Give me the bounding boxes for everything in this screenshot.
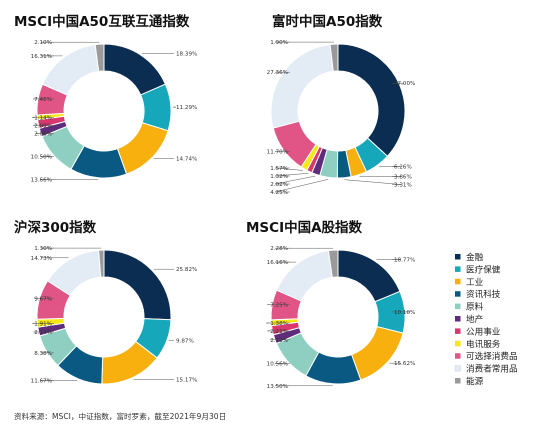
chart-panel-msci-a50-connect: MSCI中国A50互联互通指数 18.39% 11.29% 14.74% 2.10% 1… bbox=[14, 13, 197, 184]
legend-label: 消费者常用品 bbox=[466, 363, 518, 375]
donut-slice-0 bbox=[337, 249, 401, 303]
legend-label: 医疗保健 bbox=[466, 263, 501, 275]
donut-slice-2 bbox=[116, 122, 169, 175]
donut-slice-10 bbox=[327, 249, 339, 278]
chart-title: 沪深300指数 bbox=[14, 219, 97, 236]
legend-label: 原料 bbox=[466, 301, 484, 313]
chart-title: MSCI中国A股指数 bbox=[246, 219, 363, 236]
data-label: 2.21% bbox=[270, 329, 288, 335]
data-label: 18.39% bbox=[176, 51, 197, 57]
donut-slice-9 bbox=[41, 44, 100, 96]
legend-swatch bbox=[455, 378, 461, 384]
leader-line bbox=[274, 167, 303, 171]
data-label: 14.74% bbox=[176, 157, 197, 163]
data-label: 13.66% bbox=[31, 178, 52, 184]
leader-line bbox=[344, 179, 402, 185]
data-label: 10.50% bbox=[31, 155, 52, 161]
data-label: 15.17% bbox=[176, 377, 197, 383]
data-label: 8.38% bbox=[34, 351, 52, 357]
data-label: 4.25% bbox=[270, 190, 288, 196]
legend-swatch bbox=[455, 340, 461, 347]
data-label: 9.67% bbox=[34, 297, 52, 303]
donut-slice-9 bbox=[270, 43, 334, 129]
legend-swatch bbox=[455, 266, 461, 272]
donut-chart bbox=[36, 43, 172, 179]
data-label: 7.46% bbox=[34, 97, 52, 103]
data-label: 14.73% bbox=[31, 256, 52, 262]
leader-line bbox=[274, 175, 316, 185]
donut-chart bbox=[36, 249, 172, 385]
data-label: 18.77% bbox=[394, 258, 415, 264]
legend-swatch bbox=[455, 278, 461, 285]
data-label: 10.10% bbox=[394, 310, 415, 316]
donut-slice-9 bbox=[98, 249, 105, 278]
legend-label: 能源 bbox=[466, 375, 484, 387]
legend-label: 可选择消费品 bbox=[466, 350, 518, 362]
leader-line bbox=[274, 179, 329, 193]
donut-slice-10 bbox=[329, 43, 339, 72]
donut-slice-0 bbox=[103, 43, 167, 96]
data-label: 1.32% bbox=[270, 174, 288, 180]
legend-label: 公用事业 bbox=[466, 325, 501, 337]
data-label: 1.57% bbox=[270, 166, 288, 172]
donut-slice-9 bbox=[275, 250, 333, 302]
legend-label: 金融 bbox=[466, 251, 484, 263]
data-label: 15.62% bbox=[394, 361, 415, 367]
data-label: 6.26% bbox=[394, 165, 412, 171]
legend-label: 电讯服务 bbox=[466, 338, 501, 350]
data-label: 16.16% bbox=[267, 260, 288, 266]
legend-swatch bbox=[455, 353, 461, 359]
data-label: 7.25% bbox=[270, 302, 288, 308]
data-label: 1.14% bbox=[34, 116, 52, 122]
legend-swatch bbox=[455, 291, 461, 297]
legend-swatch bbox=[455, 254, 461, 260]
donut-chart bbox=[270, 249, 406, 385]
data-label: 3.31% bbox=[394, 183, 412, 189]
data-label: 1.30% bbox=[34, 246, 52, 252]
legend-swatch bbox=[455, 328, 461, 334]
data-label: 25.82% bbox=[176, 267, 197, 273]
data-label: 2.14% bbox=[34, 330, 52, 336]
chart-panel-ftse-a50: 富时中国A50指数 37.00% 6.26% 3.86% 3.31% 1.90% 27.3… bbox=[267, 13, 416, 196]
data-label: 16.31% bbox=[31, 54, 52, 60]
leader-line bbox=[274, 173, 309, 177]
legend-label: 资讯科技 bbox=[466, 288, 501, 300]
leader-line bbox=[33, 124, 54, 126]
data-label: 11.29% bbox=[176, 105, 197, 111]
data-label: 2.28% bbox=[270, 246, 288, 252]
data-label: 2.09% bbox=[34, 124, 52, 130]
data-label: 1.90% bbox=[270, 40, 288, 46]
data-label: 2.02% bbox=[270, 182, 288, 188]
data-label: 2.19% bbox=[270, 338, 288, 344]
legend-label: 工业 bbox=[466, 277, 484, 288]
chart-title: 富时中国A50指数 bbox=[272, 13, 383, 30]
data-label: 27.36% bbox=[267, 70, 288, 76]
data-label: 3.86% bbox=[394, 175, 412, 181]
data-label: 9.87% bbox=[176, 339, 194, 345]
donut-slice-0 bbox=[337, 43, 406, 157]
source-note: 资料来源：MSCI，中证指数，富时罗素，截至2021年9月30日 bbox=[14, 411, 226, 421]
donut-slice-2 bbox=[350, 326, 404, 381]
data-label: 37.00% bbox=[394, 81, 415, 87]
data-label: 1.91% bbox=[34, 321, 52, 327]
data-label: 2.10% bbox=[34, 40, 52, 46]
chart-panel-csi300: 沪深300指数 25.82% 9.87% 15.17% 1.30% 14.73% 9.67… bbox=[14, 219, 197, 385]
data-label: 13.50% bbox=[267, 384, 288, 390]
legend-swatch bbox=[455, 316, 461, 322]
chart-panel-msci-china-a: MSCI中国A股指数 18.77% 10.10% 15.62% 2.28% 16.16%… bbox=[246, 219, 415, 390]
legend-swatch bbox=[455, 303, 461, 310]
chart-title: MSCI中国A50互联互通指数 bbox=[14, 13, 190, 30]
legend-label: 地产 bbox=[466, 313, 483, 325]
donut-slice-0 bbox=[103, 249, 172, 321]
donut-slice-10 bbox=[94, 43, 105, 72]
donut-chart bbox=[270, 43, 406, 179]
data-label: 1.38% bbox=[270, 321, 288, 327]
legend-swatch bbox=[454, 365, 461, 372]
data-label: 11.70% bbox=[267, 149, 288, 155]
data-label: 10.56% bbox=[267, 361, 288, 367]
data-label: 11.67% bbox=[31, 379, 52, 385]
data-label: 2.06% bbox=[34, 132, 52, 138]
